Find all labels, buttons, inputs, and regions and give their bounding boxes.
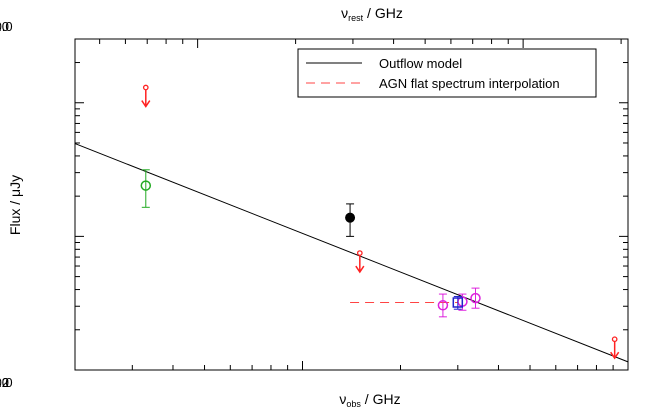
marker-open-circle bbox=[140, 180, 152, 191]
data-points bbox=[140, 84, 620, 360]
y-tick-label: 1000 bbox=[40, 0, 69, 3]
data-point bbox=[452, 295, 464, 310]
plot-frame bbox=[74, 38, 629, 371]
top-tick-label: 1.0 bbox=[0, 19, 9, 34]
legend-box bbox=[297, 48, 597, 98]
legend-label-agn: AGN flat spectrum interpolation bbox=[379, 76, 560, 91]
y-tick-label: 100 bbox=[47, 0, 69, 3]
upper-limit bbox=[141, 84, 151, 108]
x-axis-label: νobs / GHz bbox=[339, 391, 400, 409]
marker-open-circle bbox=[470, 292, 481, 304]
x-tick-label: 1.0 bbox=[0, 375, 9, 390]
top-tick-label: 10.0 bbox=[0, 19, 13, 34]
y-tick-label: 10 bbox=[55, 0, 69, 3]
upper-limit-arrowhead bbox=[355, 265, 365, 274]
x-tick-label: 0.2 bbox=[0, 375, 9, 390]
upper-limit-marker bbox=[611, 336, 618, 343]
upper-limit bbox=[610, 336, 620, 360]
marker-open-circle bbox=[437, 300, 449, 311]
marker-square bbox=[452, 297, 464, 308]
upper-limit-marker bbox=[142, 84, 149, 91]
upper-limit-arrowhead bbox=[141, 100, 151, 108]
data-point bbox=[140, 169, 152, 208]
y-axis-label: Flux / μJy bbox=[7, 175, 23, 235]
tick-labels: 0.21.010.01.010.0101001000 bbox=[0, 0, 69, 390]
data-point bbox=[437, 293, 449, 318]
legend-label-outflow: Outflow model bbox=[379, 56, 462, 71]
x-tick-label: 10.0 bbox=[0, 375, 13, 390]
upper-limit bbox=[355, 250, 365, 274]
outflow-model-line bbox=[74, 143, 629, 363]
data-point bbox=[345, 203, 356, 237]
upper-limit-arrowhead bbox=[610, 351, 620, 360]
marker-filled-circle bbox=[345, 212, 356, 223]
model-lines bbox=[74, 143, 629, 363]
data-point bbox=[470, 287, 481, 309]
top-axis-label: νrest / GHz bbox=[341, 5, 403, 23]
legend: Outflow model AGN flat spectrum interpol… bbox=[297, 48, 597, 98]
upper-limit-marker bbox=[356, 250, 363, 256]
